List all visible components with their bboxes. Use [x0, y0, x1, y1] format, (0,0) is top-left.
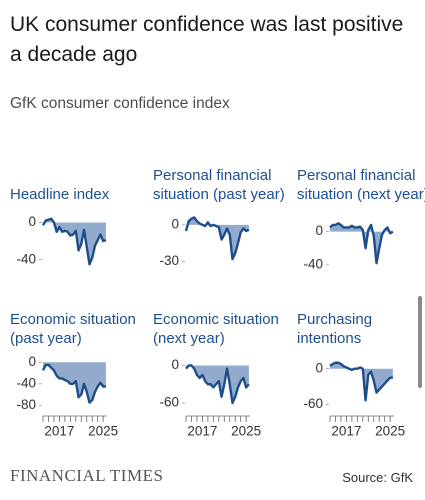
x-tick-label: 2017	[331, 424, 361, 439]
x-tick-label: 2025	[231, 424, 261, 439]
source: Source: GfK	[342, 470, 413, 485]
y-tick-label: -30	[159, 253, 179, 268]
small-chart: 0 -40	[16, 214, 107, 266]
y-tick-label: -40	[16, 375, 36, 390]
line	[41, 217, 107, 266]
small-chart: 0 -40 -80 2017 2025	[16, 354, 118, 439]
area	[43, 218, 106, 265]
x-tick-label: 2017	[187, 424, 217, 439]
y-tick-label: -40	[16, 251, 36, 266]
y-tick-label: -40	[303, 256, 323, 271]
small-chart: 0 -30	[159, 216, 250, 268]
y-tick-label: 0	[28, 214, 36, 229]
line	[329, 361, 393, 402]
y-tick-label: 0	[171, 216, 179, 231]
y-tick-label: -80	[16, 397, 36, 412]
brand: FINANCIAL TIMES	[10, 466, 164, 485]
x-tick-label: 2017	[44, 424, 74, 439]
y-tick-label: -60	[303, 396, 323, 411]
y-tick-label: -60	[159, 395, 179, 410]
area	[186, 217, 249, 260]
line	[41, 363, 106, 404]
line	[184, 216, 250, 261]
panel-title: Economic situation (past year)	[10, 311, 136, 347]
panel-title: Headline index	[10, 186, 110, 203]
panel-title: Purchasing intentions	[297, 311, 373, 347]
small-chart: 0 -60 2017 2025	[159, 357, 261, 439]
scrollbar[interactable]	[418, 296, 422, 388]
panel-title: Personal financial situation (next year)	[297, 167, 425, 203]
line	[329, 222, 394, 265]
x-tick-label: 2025	[375, 424, 405, 439]
subtitle: GfK consumer confidence index	[10, 95, 230, 112]
y-tick-label: 0	[315, 360, 323, 375]
line	[185, 364, 250, 405]
small-chart: 0 -60 2017 2025	[303, 360, 405, 439]
x-tick-label: 2025	[88, 424, 118, 439]
small-chart: 0 -40	[303, 222, 394, 271]
title: UK consumer confidence was last positive…	[10, 13, 404, 66]
panel-title: Economic situation (next year)	[153, 311, 279, 347]
y-tick-label: 0	[315, 223, 323, 238]
panel-title: Personal financial situation (past year)	[153, 167, 285, 203]
y-tick-label: 0	[171, 357, 179, 372]
y-tick-label: 0	[28, 354, 36, 369]
area	[43, 362, 106, 403]
